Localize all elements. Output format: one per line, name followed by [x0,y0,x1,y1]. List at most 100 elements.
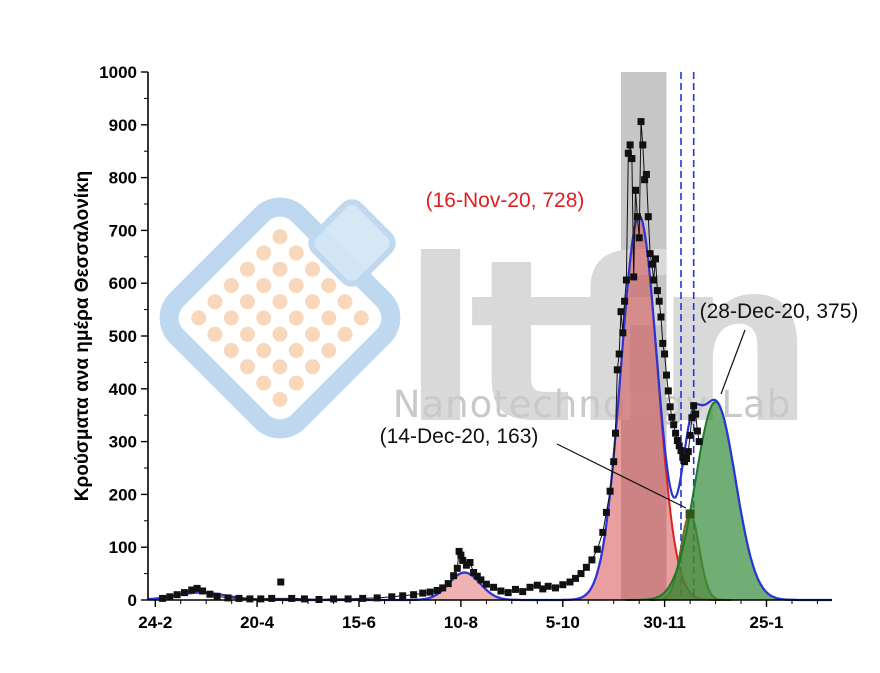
y-tick-label: 500 [109,327,137,346]
case-point [288,594,296,602]
case-point [659,339,667,347]
case-point [330,595,338,603]
case-point [675,442,683,450]
x-tick-label: 10-8 [444,613,478,632]
case-point [642,170,650,178]
x-tick-label: 15-6 [342,613,376,632]
case-point [655,297,663,305]
case-point [637,118,645,126]
case-point [552,584,559,592]
logo-dot [272,229,288,245]
case-point [466,559,474,566]
case-point [686,431,694,439]
logo-dot [353,310,369,326]
case-point [277,578,285,586]
y-tick-label: 200 [109,485,137,504]
case-point [373,594,381,602]
case-point [606,487,614,495]
y-tick-label: 700 [109,221,137,240]
case-point [661,350,669,358]
case-point [599,528,607,536]
case-point [315,596,323,603]
case-point [544,582,552,590]
case-point [621,297,629,305]
logo-dot [223,310,239,326]
case-point [497,587,505,595]
logo-dot [272,261,288,277]
case-point [566,578,574,586]
case-point [268,594,276,602]
case-point [650,276,658,284]
logo-dot [239,359,255,375]
case-point [462,561,470,569]
case-point [612,429,619,437]
case-point [166,593,174,601]
logo-dot [305,326,321,342]
case-point [482,580,490,588]
case-point [470,569,478,576]
case-point [635,234,643,242]
logo-dot [239,326,255,342]
case-point [582,563,590,571]
y-tick-label: 1000 [99,63,137,82]
case-point [624,149,632,157]
data-series-layer [159,118,703,603]
case-point [677,447,685,455]
case-point [246,595,254,603]
case-point [693,427,701,435]
logo-dot [207,326,223,342]
case-point [188,586,196,594]
case-point [388,593,396,601]
logo-dot [256,343,272,359]
fit-fill-wave-3 [625,402,806,600]
case-point [519,588,527,596]
case-point [653,287,661,295]
case-point [641,176,649,184]
case-point [684,448,692,456]
case-point [577,570,585,578]
logo-dot [321,310,337,326]
logo-dot [256,245,272,261]
case-point [626,141,634,149]
case-point [477,576,485,584]
annotation-text: (28-Dec-20, 375) [700,300,859,323]
logo-dot [288,245,304,261]
annotation-text: (16-Nov-20, 728) [426,189,585,212]
case-point [610,458,618,466]
case-point [666,403,674,411]
case-point [648,260,656,268]
case-point [572,574,579,582]
y-tick-label: 300 [109,433,137,452]
x-tick-label: 24-2 [138,613,172,632]
case-point [617,308,625,316]
annotation-text: (14-Dec-20, 163) [380,425,539,448]
case-point [559,581,567,589]
watermark-logo-text: ltfn [402,212,805,474]
case-point [695,438,703,446]
logo-dot [256,277,272,293]
logo-dot [272,359,288,375]
case-point [193,584,201,592]
annotation-leader-line [720,329,746,395]
axes-layer: 0 100 200 300 400 500 600 700 800 900 1000 24-2 20-4… [72,63,832,632]
case-point [473,572,481,580]
case-point [526,583,534,591]
ltfn-logo-diamond-icon [159,197,401,439]
logo-dot [272,294,288,310]
mid-peak-point [685,509,695,519]
case-point [672,429,680,437]
case-point [344,595,352,603]
case-point [688,414,696,422]
case-point [444,580,452,588]
logo-dot [272,326,288,342]
logo-dot [256,310,272,326]
case-point [453,564,461,572]
case-point [622,276,630,284]
case-point [602,508,610,516]
fit-fill-summer-wave [394,572,535,600]
case-point [657,313,665,321]
logo-small-diamond [308,199,396,287]
case-point [615,350,623,358]
annotations-layer: (16-Nov-20, 728) (14-Dec-20, 163) (28-Dec-… [380,189,859,509]
